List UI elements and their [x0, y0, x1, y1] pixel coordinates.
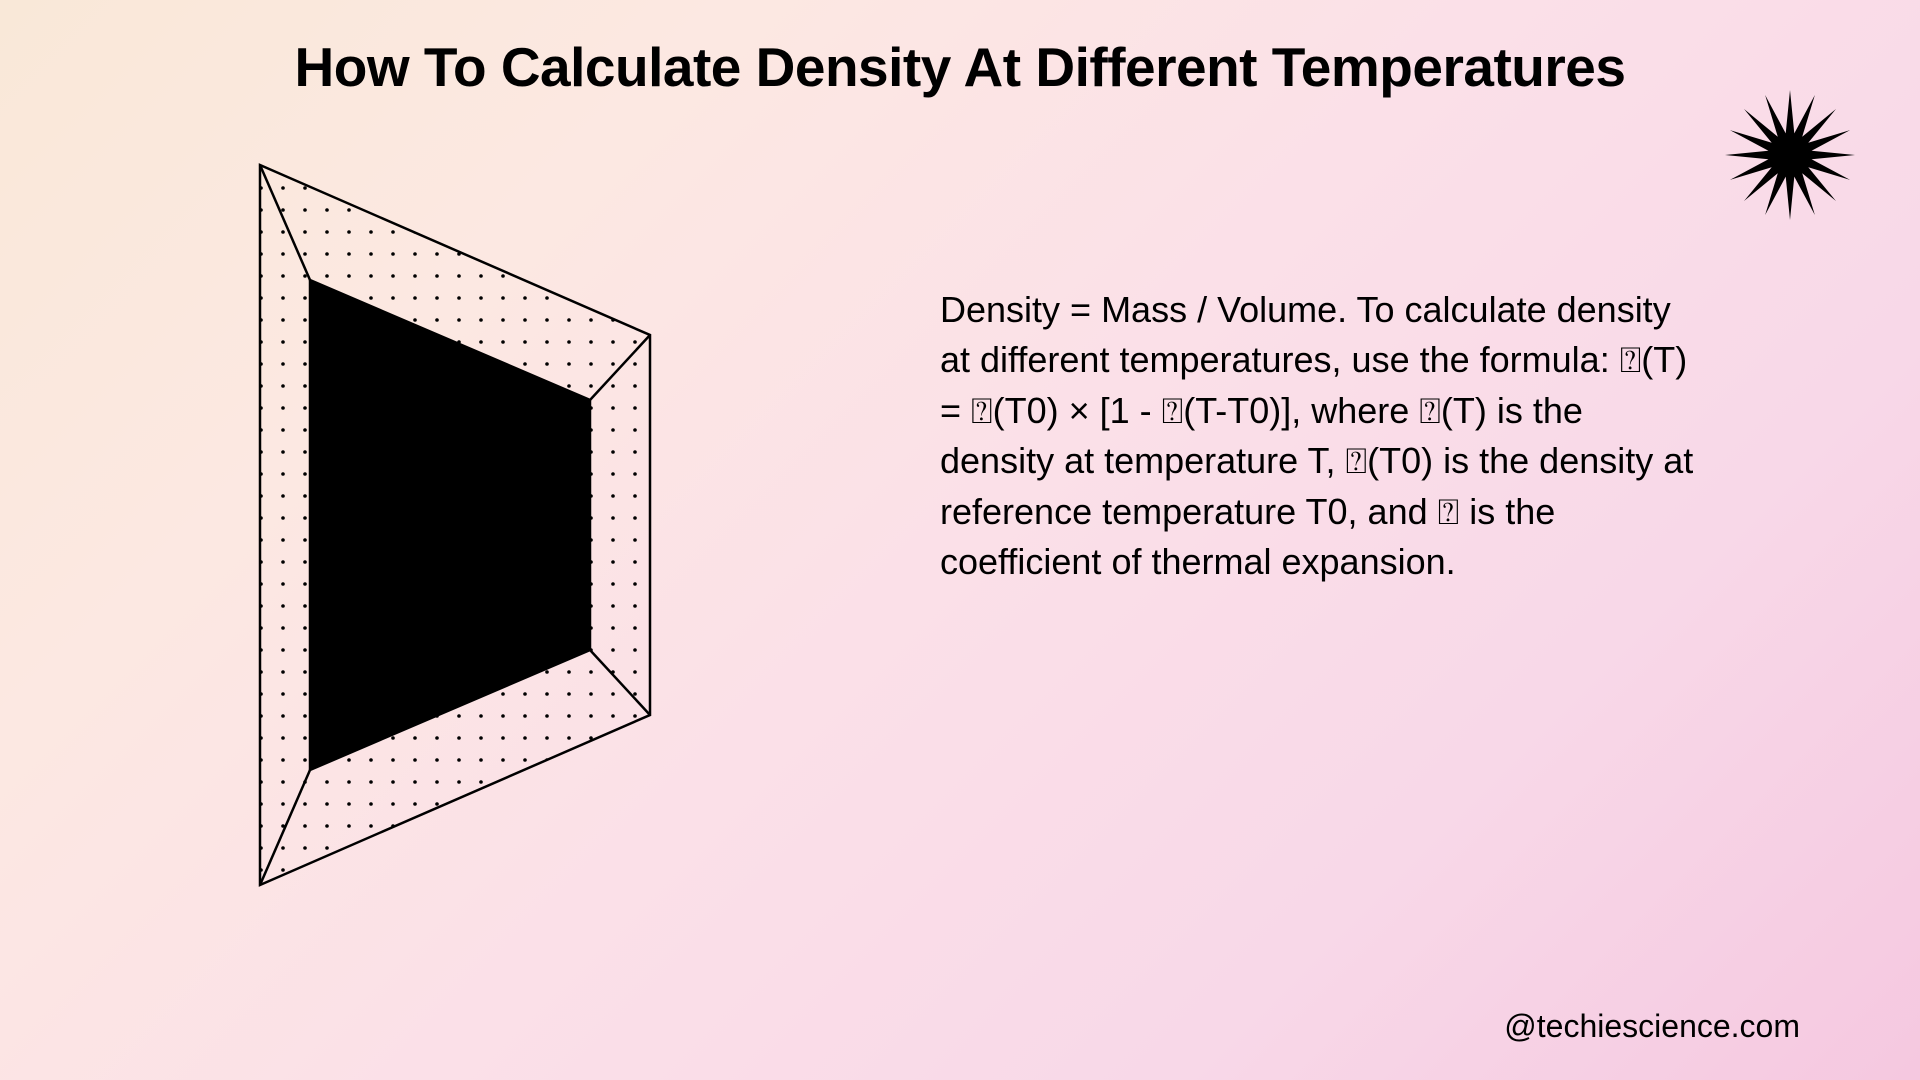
attribution-text: @techiescience.com [1504, 1008, 1800, 1045]
body-text: Density = Mass / Volume. To calculate de… [940, 285, 1700, 587]
infographic-container: How To Calculate Density At Different Te… [0, 0, 1920, 1080]
starburst-icon [1720, 85, 1860, 225]
page-title: How To Calculate Density At Different Te… [295, 35, 1626, 99]
geometric-shape-illustration [250, 155, 670, 895]
